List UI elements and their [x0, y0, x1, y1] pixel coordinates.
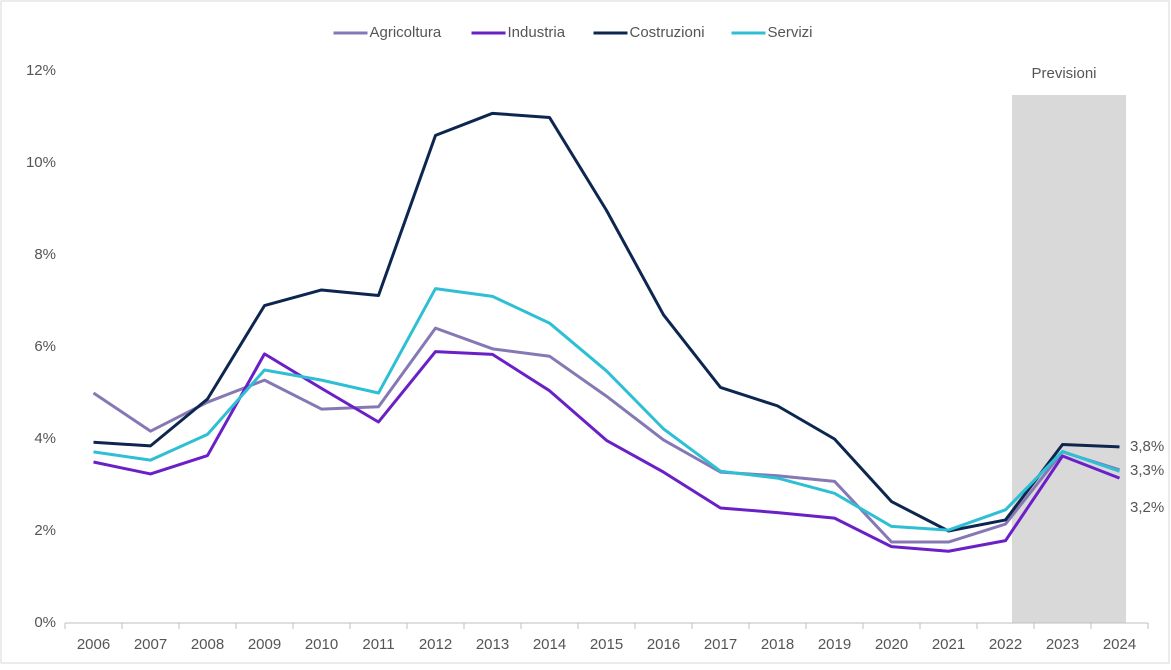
x-tick-label: 2015 [590, 636, 623, 653]
x-tick-label: 2022 [989, 636, 1022, 653]
x-tick-label: 2009 [248, 636, 281, 653]
data-label: 3,3% [1130, 462, 1164, 479]
x-tick-label: 2006 [77, 636, 110, 653]
x-tick-label: 2021 [932, 636, 965, 653]
y-tick-label: 12% [26, 62, 56, 79]
legend-label: Agricoltura [370, 24, 442, 41]
forecast-label: Previsioni [1031, 65, 1096, 82]
legend-label: Servizi [768, 24, 813, 41]
legend-label: Costruzioni [630, 24, 705, 41]
x-tick-label: 2011 [362, 636, 394, 653]
y-tick-label: 10% [26, 154, 56, 171]
x-tick-label: 2018 [761, 636, 794, 653]
x-tick-label: 2020 [875, 636, 908, 653]
x-tick-label: 2017 [704, 636, 737, 653]
data-label: 3,8% [1130, 438, 1164, 455]
x-tick-label: 2010 [305, 636, 338, 653]
forecast-band [1012, 95, 1126, 623]
series-line [93, 350, 1121, 553]
y-tick-label: 2% [34, 522, 56, 539]
y-tick-label: 6% [34, 338, 56, 355]
x-tick-label: 2008 [191, 636, 224, 653]
x-tick-label: 2024 [1103, 636, 1136, 653]
y-tick-label: 0% [34, 614, 56, 631]
x-tick-label: 2007 [134, 636, 167, 653]
series-line [92, 326, 1120, 544]
x-tick-label: 2013 [476, 636, 509, 653]
y-tick-label: 8% [34, 246, 56, 263]
series-line [93, 287, 1120, 532]
x-tick-label: 2012 [419, 636, 452, 653]
legend-label: Industria [508, 24, 566, 41]
x-tick-label: 2016 [647, 636, 680, 653]
x-tick-label: 2019 [818, 636, 851, 653]
y-tick-label: 4% [34, 430, 56, 447]
data-label: 3,2% [1130, 499, 1164, 516]
x-tick-label: 2023 [1046, 636, 1079, 653]
x-tick-label: 2014 [533, 636, 566, 653]
